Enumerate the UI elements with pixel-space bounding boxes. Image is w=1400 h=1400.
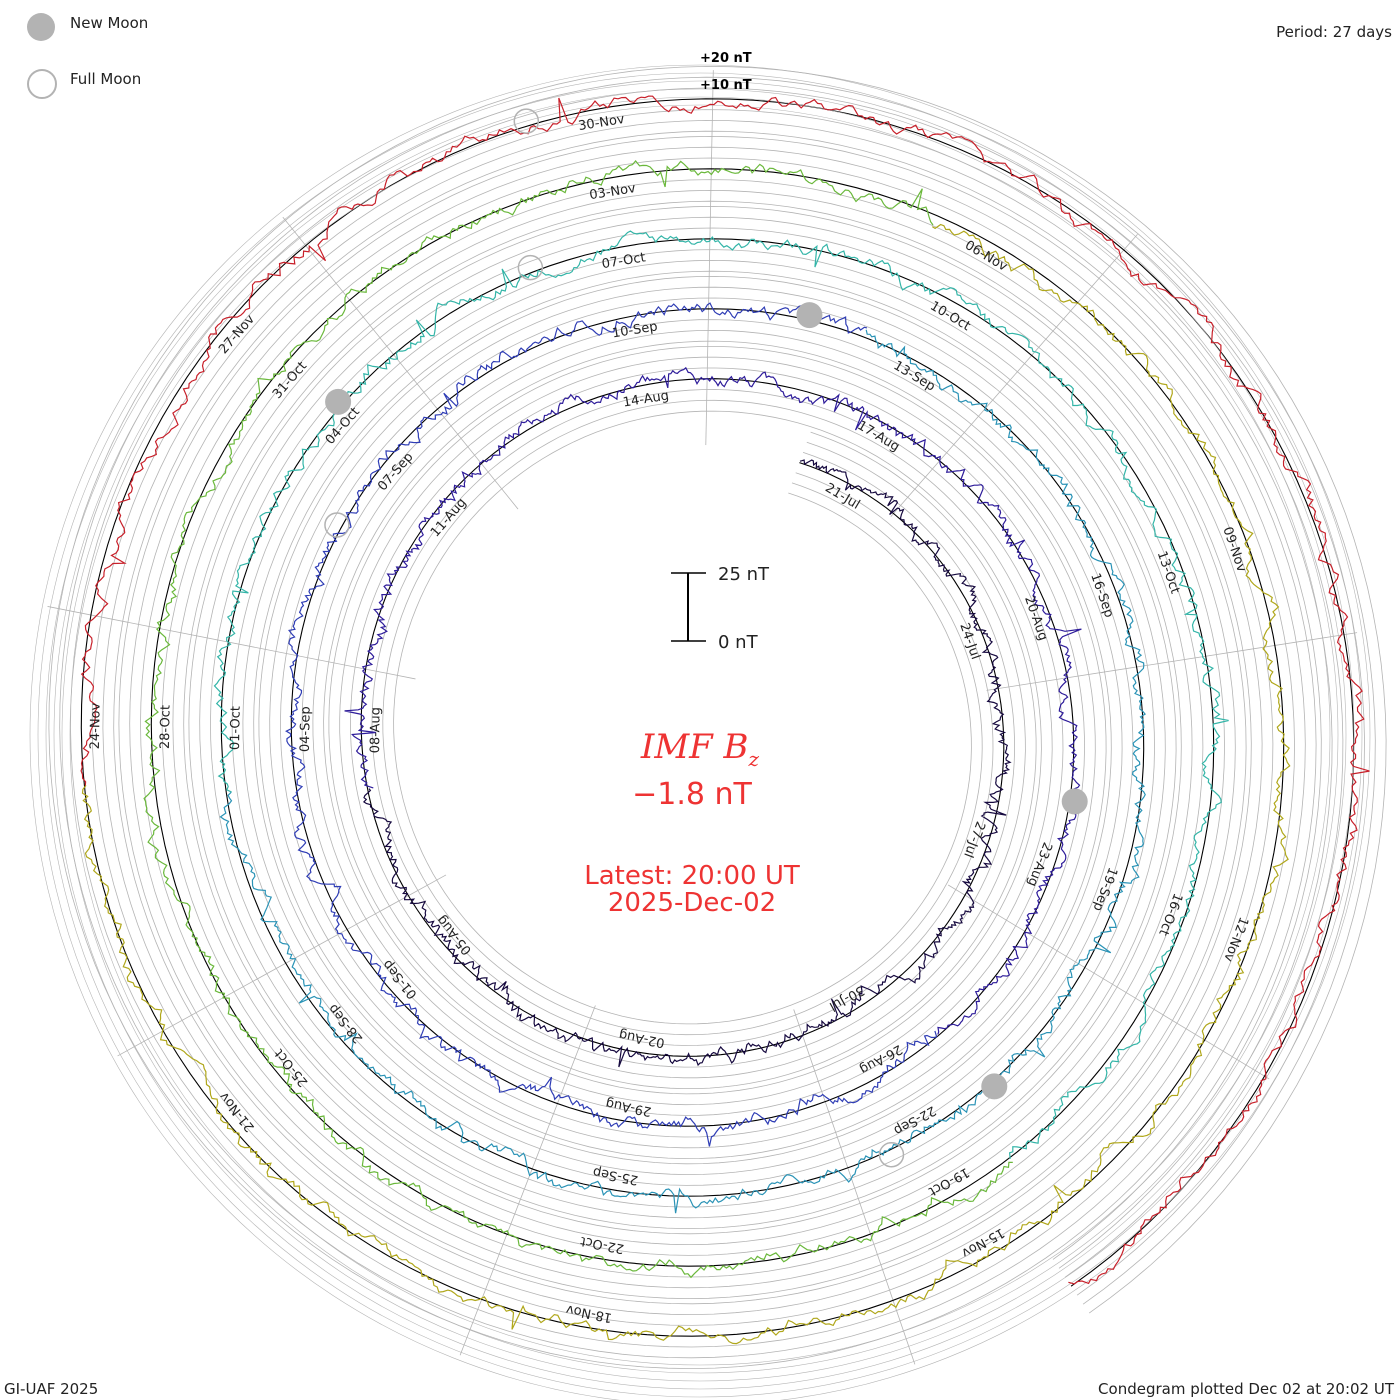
- date-label: 24-Nov: [88, 702, 104, 749]
- date-label: 21-Jul: [822, 481, 862, 513]
- date-label: 21-Nov: [217, 1089, 258, 1135]
- new-moon-marker: [1062, 788, 1088, 814]
- date-label: 01-Oct: [228, 706, 244, 750]
- spiral-gridline: [114, 131, 1322, 1304]
- bz-trace-segment: [221, 330, 1146, 1213]
- date-label: 01-Sep: [380, 957, 420, 1002]
- date-label: 14-Aug: [622, 388, 670, 410]
- spiral-gridline: [71, 88, 1365, 1347]
- new-moon-marker: [981, 1073, 1007, 1099]
- date-label: 03-Nov: [588, 181, 637, 203]
- latest-time: Latest: 20:00 UT: [584, 861, 800, 891]
- date-label: 27-Jul: [960, 819, 987, 860]
- radial-gridline: [706, 70, 713, 445]
- latest-date: 2025-Dec-02: [608, 888, 776, 918]
- new-moon-icon: [27, 13, 55, 41]
- date-label: 12-Nov: [1220, 915, 1251, 964]
- legend-full-moon: Full Moon: [70, 70, 141, 88]
- date-label: 04-Sep: [298, 706, 314, 752]
- full-moon-marker: [518, 256, 542, 280]
- date-label: 29-Aug: [604, 1095, 652, 1118]
- plotted-timestamp: Condegram plotted Dec 02 at 20:02 UT: [1098, 1380, 1394, 1398]
- date-label: 08-Aug: [368, 707, 384, 754]
- date-label: 19-Sep: [1090, 865, 1120, 913]
- date-label: 18-Nov: [565, 1301, 614, 1325]
- legend-new-moon: New Moon: [70, 14, 148, 32]
- date-label: 13-Oct: [1154, 549, 1183, 596]
- date-label: 23-Aug: [1024, 840, 1055, 889]
- scale-label-10: +10 nT: [700, 78, 752, 93]
- date-label: 17-Aug: [855, 418, 902, 455]
- period-label: Period: 27 days: [1276, 23, 1392, 41]
- date-label: 09-Nov: [1219, 525, 1249, 574]
- bz-trace-segment: [286, 303, 936, 1146]
- condegram-plot: 21-Jul24-Jul27-Jul30-Jul02-Aug05-Aug08-A…: [0, 0, 1400, 1400]
- scale-bar-top-label: 25 nT: [718, 564, 770, 585]
- date-label: 15-Nov: [959, 1224, 1007, 1260]
- date-label: 27-Nov: [216, 312, 258, 357]
- spiral-gridline: [60, 77, 1376, 1358]
- date-label: 16-Sep: [1087, 571, 1116, 619]
- date-label: 02-Aug: [618, 1027, 666, 1050]
- spiral-gridline: [92, 110, 1343, 1326]
- date-label: 19-Oct: [926, 1164, 972, 1199]
- date-label: 20-Aug: [1021, 594, 1050, 643]
- current-value: −1.8 nT: [632, 777, 752, 812]
- parameter-name: IMF Bz: [640, 727, 760, 771]
- date-label: 31-Oct: [270, 359, 310, 402]
- new-moon-marker: [796, 302, 822, 328]
- full-moon-icon: [27, 69, 57, 99]
- scale-bar-bottom-label: 0 nT: [718, 632, 759, 653]
- credit-label: GI-UAF 2025: [4, 1380, 98, 1398]
- date-label: 28-Oct: [158, 705, 174, 749]
- date-label: 22-Oct: [579, 1233, 625, 1256]
- date-label: 30-Jul: [827, 982, 867, 1013]
- date-label: 30-Nov: [577, 112, 626, 134]
- date-label: 26-Aug: [857, 1041, 905, 1077]
- date-label: 07-Sep: [375, 450, 416, 494]
- date-label: 22-Sep: [891, 1102, 938, 1137]
- date-label: 11-Aug: [428, 495, 470, 540]
- date-label: 06-Nov: [962, 238, 1010, 275]
- scale-bar: [671, 573, 706, 641]
- scale-label-20: +20 nT: [700, 51, 752, 66]
